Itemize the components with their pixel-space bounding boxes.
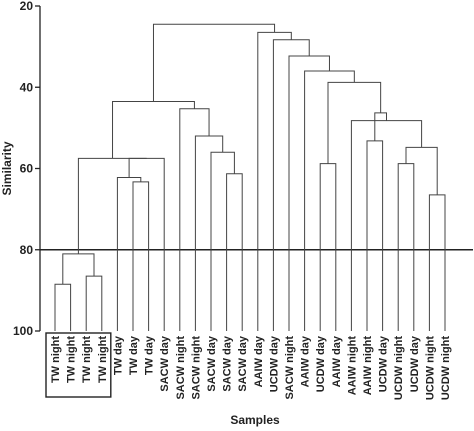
dendrogram-link	[54, 283, 72, 331]
dendrogram-link	[128, 157, 165, 331]
leaf-label: AAIW day	[253, 335, 265, 387]
dendrogram-link	[374, 112, 387, 141]
leaf-label: UCDW day	[268, 335, 280, 392]
leaf-label: UCDW day	[378, 335, 390, 392]
dendrogram-link	[194, 135, 224, 331]
dendrogram-link	[77, 157, 147, 254]
dendrogram-link	[132, 181, 150, 331]
y-tick-label: 100	[13, 324, 33, 338]
leaf-label: SACW day	[159, 335, 171, 392]
leaf-label: AAIW day	[300, 335, 312, 387]
leaf-label: TW day	[144, 335, 156, 375]
axes: 20 40 60 80 100	[13, 0, 473, 338]
dendrogram-link	[327, 81, 382, 164]
leaf-label: TW night	[81, 336, 93, 383]
leaf-labels: TW night TW night TW night TW night TW day TW…	[45, 332, 452, 400]
dendrogram-link	[428, 194, 446, 331]
leaf-label: TW night	[50, 336, 62, 383]
dendrogram-link	[288, 55, 330, 331]
leaf-label: AAIW day	[331, 335, 343, 387]
leaf-label: AAIW night	[346, 336, 358, 396]
y-tick-label: 60	[20, 162, 34, 176]
leaf-label: SACW day	[206, 335, 218, 392]
leaf-label: TW day	[112, 335, 124, 375]
dendrogram-link	[397, 163, 415, 331]
y-axis-label: Similarity	[0, 141, 14, 195]
leaf-label: TW day	[128, 335, 140, 375]
leaf-label: TW night	[66, 336, 78, 383]
dendrogram-link	[304, 70, 355, 331]
leaf-label: SACW day	[222, 335, 234, 392]
leaf-label: UCDW day	[315, 335, 327, 392]
leaf-label: UCDW night	[424, 336, 436, 400]
dendrogram-link	[366, 140, 384, 331]
dendrogram-link	[179, 108, 210, 331]
dendrogram-link	[405, 146, 438, 195]
dendrogram-link	[152, 23, 276, 102]
leaf-label: SACW night	[190, 336, 202, 400]
leaf-label: SACW day	[237, 335, 249, 392]
leaf-label: UCDW day	[409, 335, 421, 392]
leaf-label: UCDW night	[393, 336, 405, 400]
dendrogram-link	[116, 176, 142, 331]
dendrogram-link	[272, 39, 310, 331]
dendrogram-link	[210, 151, 235, 331]
dendrogram-link	[85, 275, 103, 331]
y-tick-label: 80	[20, 243, 34, 257]
x-axis-label: Samples	[230, 413, 280, 427]
dendrogram-link	[257, 31, 292, 331]
leaf-label: UCDW night	[440, 336, 452, 400]
y-tick-label: 20	[20, 0, 34, 13]
leaf-label: AAIW night	[362, 336, 374, 396]
leaf-label: SACW night	[284, 336, 296, 400]
dendrogram-link	[350, 120, 423, 331]
dendrogram-link	[112, 100, 195, 159]
dendrogram-link	[226, 173, 243, 331]
y-tick-label: 40	[20, 80, 34, 94]
dendrogram-tree	[54, 23, 446, 331]
leaf-label: SACW night	[175, 336, 187, 400]
leaf-label: TW night	[97, 336, 109, 383]
group-box	[45, 332, 112, 398]
dendrogram-link	[62, 253, 95, 285]
dendrogram-link	[319, 163, 337, 331]
